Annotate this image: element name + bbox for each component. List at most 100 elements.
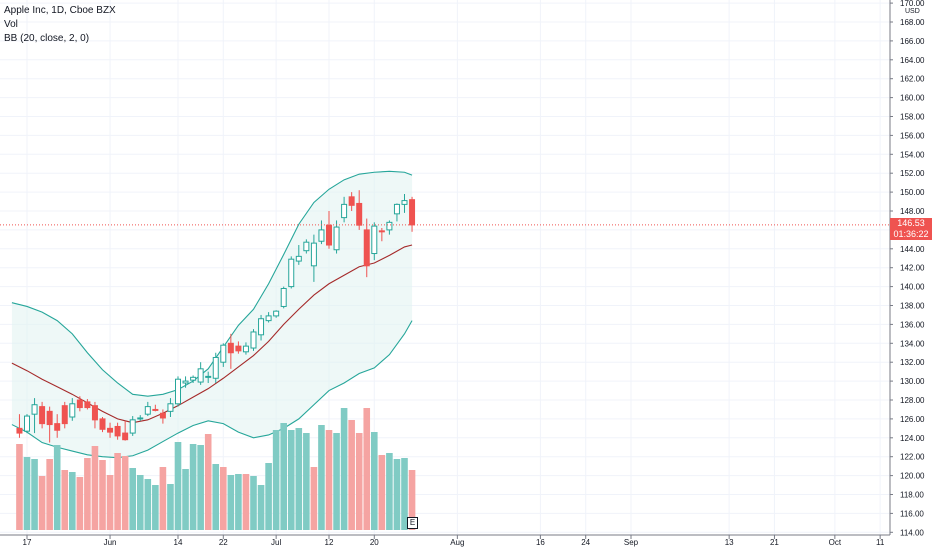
candle-body <box>310 242 317 267</box>
time-tick-label: 12 <box>325 538 334 547</box>
price-tick-label: 114.00 <box>900 528 924 537</box>
candle-body <box>61 405 68 425</box>
candle-body <box>303 241 310 252</box>
volume-bar <box>69 472 76 530</box>
grid-layer <box>0 0 890 535</box>
bollinger-legend[interactable]: BB (20, close, 2, 0) <box>4 33 90 44</box>
candle-body <box>401 200 408 205</box>
volume-bar <box>144 479 152 530</box>
time-tick-label: Jul <box>271 538 281 547</box>
time-tick-label: 11 <box>876 538 885 547</box>
candle-body <box>393 203 400 215</box>
candle-body <box>182 380 189 384</box>
volume-bar <box>227 475 235 530</box>
volume-legend[interactable]: Vol <box>4 19 18 30</box>
candle-body <box>295 255 302 262</box>
volume-bar <box>23 457 31 530</box>
time-tick-label: 17 <box>23 538 32 547</box>
price-tick-label: 164.00 <box>900 56 925 65</box>
candle-body <box>167 403 174 412</box>
price-tick-label: 162.00 <box>900 75 925 84</box>
price-tick-label: 150.00 <box>900 188 925 197</box>
candle-body <box>273 310 280 317</box>
volume-bar <box>38 476 46 530</box>
volume-bar <box>46 459 53 530</box>
price-tick-label: 128.00 <box>900 396 925 405</box>
candle-body <box>205 375 212 378</box>
currency-label: USD <box>905 8 920 15</box>
price-tick-label: 126.00 <box>900 415 925 424</box>
bar-countdown: 01:36:22 <box>893 228 929 239</box>
volume-bar <box>159 467 167 530</box>
price-tick-label: 132.00 <box>900 358 925 367</box>
volume-bar <box>84 458 91 530</box>
price-tick-label: 156.00 <box>900 131 925 140</box>
earnings-marker[interactable]: E <box>407 517 419 529</box>
price-tick-label: 166.00 <box>900 37 925 46</box>
candle-body <box>250 331 257 349</box>
volume-bar <box>378 455 386 530</box>
time-tick-label: 24 <box>581 538 590 547</box>
candle-body <box>69 403 76 418</box>
volume-bar <box>280 423 287 530</box>
candle-body <box>137 417 144 420</box>
last-price-value: 146.53 <box>897 217 925 228</box>
time-tick-label: 20 <box>370 538 379 547</box>
time-tick-label: 22 <box>219 538 228 547</box>
volume-bar <box>114 453 121 530</box>
candle-body <box>318 229 325 242</box>
candle-body <box>46 410 53 426</box>
volume-bar <box>295 428 303 530</box>
time-tick-label: Oct <box>829 538 842 547</box>
volume-bar <box>333 433 340 530</box>
volume-bar <box>371 432 378 530</box>
volume-bar <box>310 467 318 530</box>
candle-body <box>76 399 83 409</box>
candle-body <box>197 368 204 383</box>
candle-body <box>363 229 370 267</box>
volume-bar <box>76 477 84 530</box>
candle-body <box>31 404 38 415</box>
bollinger-lower <box>11 320 413 459</box>
volume-bar <box>408 470 416 530</box>
price-tick-label: 124.00 <box>900 434 925 443</box>
volume-bar <box>348 420 355 530</box>
candle-body <box>107 427 114 433</box>
price-tick-label: 136.00 <box>900 320 925 329</box>
candle-body <box>39 406 46 425</box>
chart-legend: Apple Inc, 1D, Cboe BZX Vol BB (20, clos… <box>4 4 116 46</box>
volume-bar <box>386 453 393 530</box>
price-tick-label: 116.00 <box>900 509 924 518</box>
volume-bar <box>287 430 295 530</box>
price-candles <box>16 190 416 443</box>
candle-body <box>258 318 265 336</box>
candle-body <box>242 345 249 353</box>
volume-bar <box>272 430 280 530</box>
volume-bar <box>257 485 265 530</box>
volume-bar <box>235 474 242 530</box>
candle-body <box>129 419 136 434</box>
candle-body <box>159 412 166 419</box>
candle-body <box>371 225 378 255</box>
time-tick-label: Aug <box>450 538 464 547</box>
volume-bar <box>61 470 69 530</box>
candle-body <box>114 425 121 437</box>
candle-body <box>356 202 363 226</box>
candle-body <box>54 423 61 431</box>
time-tick-label: 13 <box>725 538 734 547</box>
price-tick-label: 148.00 <box>900 207 925 216</box>
price-tick-label: 142.00 <box>900 264 925 273</box>
volume-bar <box>174 442 182 530</box>
volume-bar <box>204 434 212 530</box>
volume-bar <box>242 474 250 530</box>
candle-body <box>227 342 234 354</box>
volume-bar <box>265 463 272 530</box>
price-tick-label: 118.00 <box>900 491 924 500</box>
volume-bar <box>393 459 401 530</box>
candle-body <box>288 258 295 288</box>
volume-bar <box>220 467 227 530</box>
volume-bar <box>355 433 363 530</box>
price-tick-label: 140.00 <box>900 283 925 292</box>
symbol-title[interactable]: Apple Inc, 1D, Cboe BZX <box>4 5 116 16</box>
